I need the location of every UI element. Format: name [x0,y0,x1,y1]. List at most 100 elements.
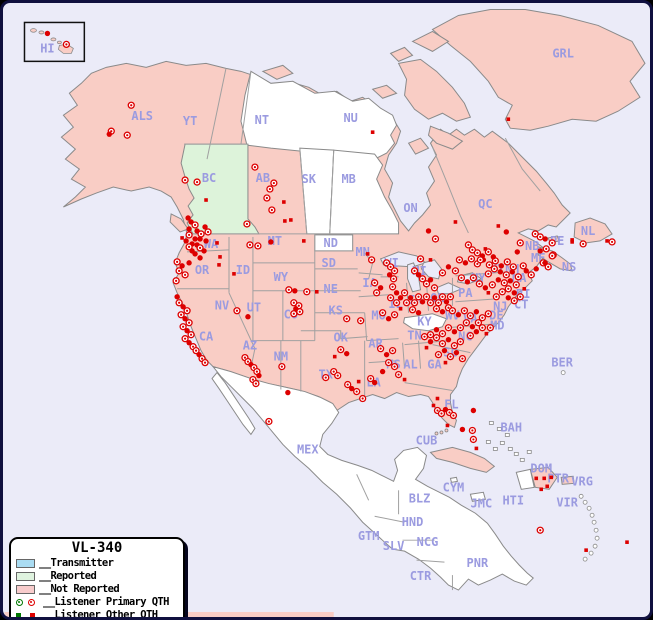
listener-primary-qth-marker [527,271,535,279]
region-label-dom: DOM [530,461,552,475]
listener-primary-qth-marker [182,316,188,322]
listener-primary-qth-marker [457,274,466,282]
arctic-island [411,30,450,52]
listener-primary-qth-marker [502,271,510,279]
listener-primary-qth-marker [196,244,204,252]
listener-primary-qth-marker [177,311,185,319]
listener-primary-qth-marker [467,255,476,263]
listener-primary-qth-marker [438,330,447,338]
listener-other-qth-marker [570,238,574,242]
region-label-fl: FL [444,398,458,412]
listener-primary-qth-marker [263,194,271,202]
listener-primary-qth-marker [185,231,193,239]
region-label-nt: NT [255,113,269,127]
listener-primary-qth-marker [390,362,399,371]
listener-primary-qth-marker [180,304,186,310]
listener-primary-qth-marker [478,314,487,322]
listener-primary-qth-marker [511,290,517,296]
listener-primary-qth-marker [357,317,365,325]
listener-other-qth-marker [486,290,491,295]
region-label-als: ALS [131,109,153,123]
listener-other-qth-marker [539,487,544,492]
listener-primary-qth-marker [438,340,447,348]
listener-primary-qth-marker [434,299,443,307]
listener-primary-qth-marker [444,324,453,332]
listener-primary-qth-marker [186,260,192,266]
listener-primary-qth-marker [425,228,432,234]
listener-primary-qth-marker [492,293,500,301]
region-label-ok: OK [334,331,349,345]
listener-other-qth-marker [474,446,479,451]
region-label-ctr: CTR [410,569,432,583]
listener-primary-qth-marker [185,215,191,221]
jamaica [469,491,486,502]
listener-primary-qth-marker [303,288,311,296]
listener-primary-qth-marker [173,258,181,266]
region-label-mex: MEX [297,442,319,456]
listener-primary-qth-marker [202,224,208,230]
legend-color-swatch [16,584,35,594]
listener-primary-qth-marker [185,319,193,327]
listener-primary-qth-marker [384,358,393,367]
listener-other-qth-marker [424,345,429,350]
region-label-jmc: JMC [471,496,493,510]
listener-primary-qth-marker [422,293,431,301]
listener-primary-qth-marker [179,323,187,331]
listener-other-qth-marker [435,396,440,401]
legend-title: VL-340 [71,540,123,556]
legend-panel: VL-340 __Transmitter __Reported __Not Repo… [9,537,185,617]
listener-primary-qth-marker [536,526,544,534]
listener-primary-qth-marker [427,277,434,283]
listener-primary-qth-marker [233,307,241,315]
listener-primary-qth-marker [468,426,477,435]
listener-primary-qth-marker [181,176,189,184]
region-label-al: AL [403,358,417,372]
legend-item: __Listener Primary QTH [16,596,178,608]
bermuda [560,370,566,375]
listener-primary-qth-marker [397,295,404,301]
listener-primary-qth-marker [430,284,439,292]
listener-primary-qth-marker [243,220,251,228]
listener-primary-qth-marker [490,254,497,260]
listener-primary-qth-marker [579,240,587,248]
listener-primary-qth-marker [475,280,484,288]
region-label-nv: NV [215,299,229,313]
listener-other-qth-marker [484,331,489,336]
listener-primary-qth-marker [407,295,414,301]
listener-primary-qth-marker [438,269,447,277]
listener-other-qth-marker [370,130,375,134]
listener-primary-qth-marker [449,411,458,420]
listener-primary-qth-marker [371,379,378,386]
listener-other-qth-marker [522,287,527,291]
region-label-nm: NM [274,350,288,364]
listener-primary-qth-marker [438,293,447,301]
region-label-on: ON [403,201,417,215]
listener-primary-qth-marker [179,263,185,269]
region-label-nl: NL [581,224,595,238]
listener-primary-qth-marker [175,299,183,307]
listener-primary-qth-marker [322,373,330,382]
region-label-wy: WY [274,270,289,284]
listener-primary-qth-marker [268,239,274,245]
listener-primary-qth-marker [197,255,203,261]
listener-primary-qth-marker [456,338,465,346]
region-label-cym: CYM [443,480,465,494]
listener-primary-qth-marker [376,345,385,353]
listener-primary-qth-marker [296,308,304,316]
listener-other-qth-marker [314,289,319,294]
region-label-tn: TN [407,329,421,343]
legend-item-label: __Reported [39,569,97,582]
listener-primary-qth-marker [185,243,193,251]
listener-other-qth-marker [443,360,448,365]
region-label-sk: SK [302,172,317,186]
region-label-cub: CUB [416,433,438,447]
region-label-az: AZ [243,339,257,353]
baffin-island [397,58,472,122]
listener-primary-qth-marker [285,389,291,396]
listener-primary-qth-marker [390,267,399,275]
listener-primary-qth-marker [441,347,448,354]
listener-primary-qth-marker [186,226,192,232]
listener-other-qth-marker [542,476,547,481]
listener-other-qth-marker [365,252,370,256]
listener-primary-qth-marker [386,272,393,278]
